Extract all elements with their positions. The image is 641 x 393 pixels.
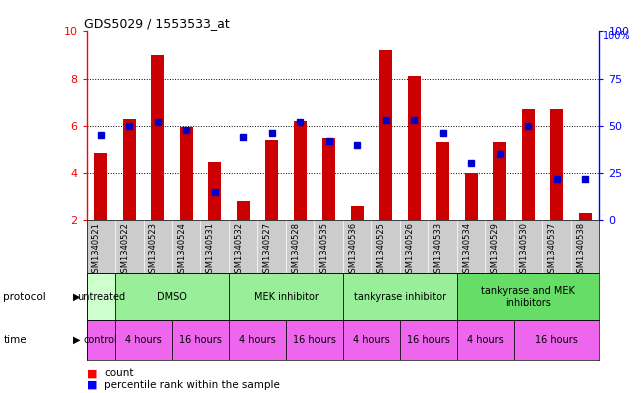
Text: GSM1340534: GSM1340534	[462, 222, 471, 278]
Bar	[579, 213, 592, 220]
Bar	[522, 109, 535, 220]
Bar	[408, 76, 420, 220]
Bar	[115, 320, 172, 360]
Text: 4 hours: 4 hours	[125, 335, 162, 345]
Text: GSM1340533: GSM1340533	[434, 222, 443, 278]
Text: 16 hours: 16 hours	[179, 335, 222, 345]
Bar	[550, 109, 563, 220]
Text: GSM1340521: GSM1340521	[92, 222, 101, 277]
Text: GSM1340528: GSM1340528	[291, 222, 300, 278]
Bar	[322, 138, 335, 220]
Text: GSM1340522: GSM1340522	[121, 222, 129, 277]
Text: GSM1340525: GSM1340525	[377, 222, 386, 277]
Bar	[94, 153, 107, 220]
Bar	[294, 121, 306, 220]
Bar	[457, 320, 514, 360]
Text: percentile rank within the sample: percentile rank within the sample	[104, 380, 280, 390]
Bar	[151, 55, 164, 220]
Bar	[286, 320, 343, 360]
Text: MEK inhibitor: MEK inhibitor	[254, 292, 319, 302]
Text: GSM1340530: GSM1340530	[519, 222, 528, 278]
Bar	[265, 140, 278, 220]
Bar	[237, 201, 249, 220]
Text: GSM1340529: GSM1340529	[490, 222, 499, 277]
Text: ■: ■	[87, 368, 97, 378]
Text: DMSO: DMSO	[157, 292, 187, 302]
Bar	[493, 142, 506, 220]
Text: 16 hours: 16 hours	[535, 335, 578, 345]
Text: 4 hours: 4 hours	[467, 335, 504, 345]
Text: GSM1340523: GSM1340523	[149, 222, 158, 278]
Text: GDS5029 / 1553533_at: GDS5029 / 1553533_at	[84, 17, 229, 30]
Bar	[343, 273, 457, 320]
Bar	[87, 273, 115, 320]
Text: GSM1340538: GSM1340538	[576, 222, 585, 278]
Text: GSM1340535: GSM1340535	[320, 222, 329, 278]
Bar	[379, 50, 392, 220]
Bar	[343, 320, 400, 360]
Bar	[514, 320, 599, 360]
Text: ▶: ▶	[72, 335, 80, 345]
Bar	[351, 206, 363, 220]
Bar	[123, 119, 136, 220]
Bar	[172, 320, 229, 360]
Text: time: time	[3, 335, 27, 345]
Text: GSM1340537: GSM1340537	[547, 222, 556, 278]
Text: 4 hours: 4 hours	[239, 335, 276, 345]
Text: control: control	[84, 335, 118, 345]
Text: untreated: untreated	[77, 292, 125, 302]
Text: 16 hours: 16 hours	[293, 335, 336, 345]
Text: GSM1340531: GSM1340531	[206, 222, 215, 278]
Bar	[87, 320, 115, 360]
Text: GSM1340526: GSM1340526	[405, 222, 414, 278]
Bar	[400, 320, 457, 360]
Text: protocol: protocol	[3, 292, 46, 302]
Text: tankyrase inhibitor: tankyrase inhibitor	[354, 292, 446, 302]
Bar	[115, 273, 229, 320]
Text: GSM1340527: GSM1340527	[263, 222, 272, 278]
Bar	[180, 127, 193, 220]
Text: ■: ■	[87, 380, 97, 390]
Bar	[465, 173, 478, 220]
Text: GSM1340524: GSM1340524	[178, 222, 187, 277]
Text: 4 hours: 4 hours	[353, 335, 390, 345]
Bar	[457, 273, 599, 320]
Text: ▶: ▶	[72, 292, 80, 302]
Text: 16 hours: 16 hours	[407, 335, 450, 345]
Bar	[229, 273, 343, 320]
Text: GSM1340536: GSM1340536	[348, 222, 357, 278]
Bar	[229, 320, 286, 360]
Text: tankyrase and MEK
inhibitors: tankyrase and MEK inhibitors	[481, 286, 575, 307]
Text: count: count	[104, 368, 134, 378]
Bar	[208, 162, 221, 220]
Bar	[437, 142, 449, 220]
Text: GSM1340532: GSM1340532	[234, 222, 243, 278]
Text: 100%: 100%	[603, 31, 630, 41]
